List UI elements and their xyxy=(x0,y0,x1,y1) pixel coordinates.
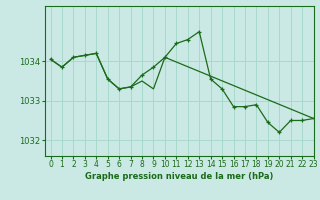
X-axis label: Graphe pression niveau de la mer (hPa): Graphe pression niveau de la mer (hPa) xyxy=(85,172,273,181)
